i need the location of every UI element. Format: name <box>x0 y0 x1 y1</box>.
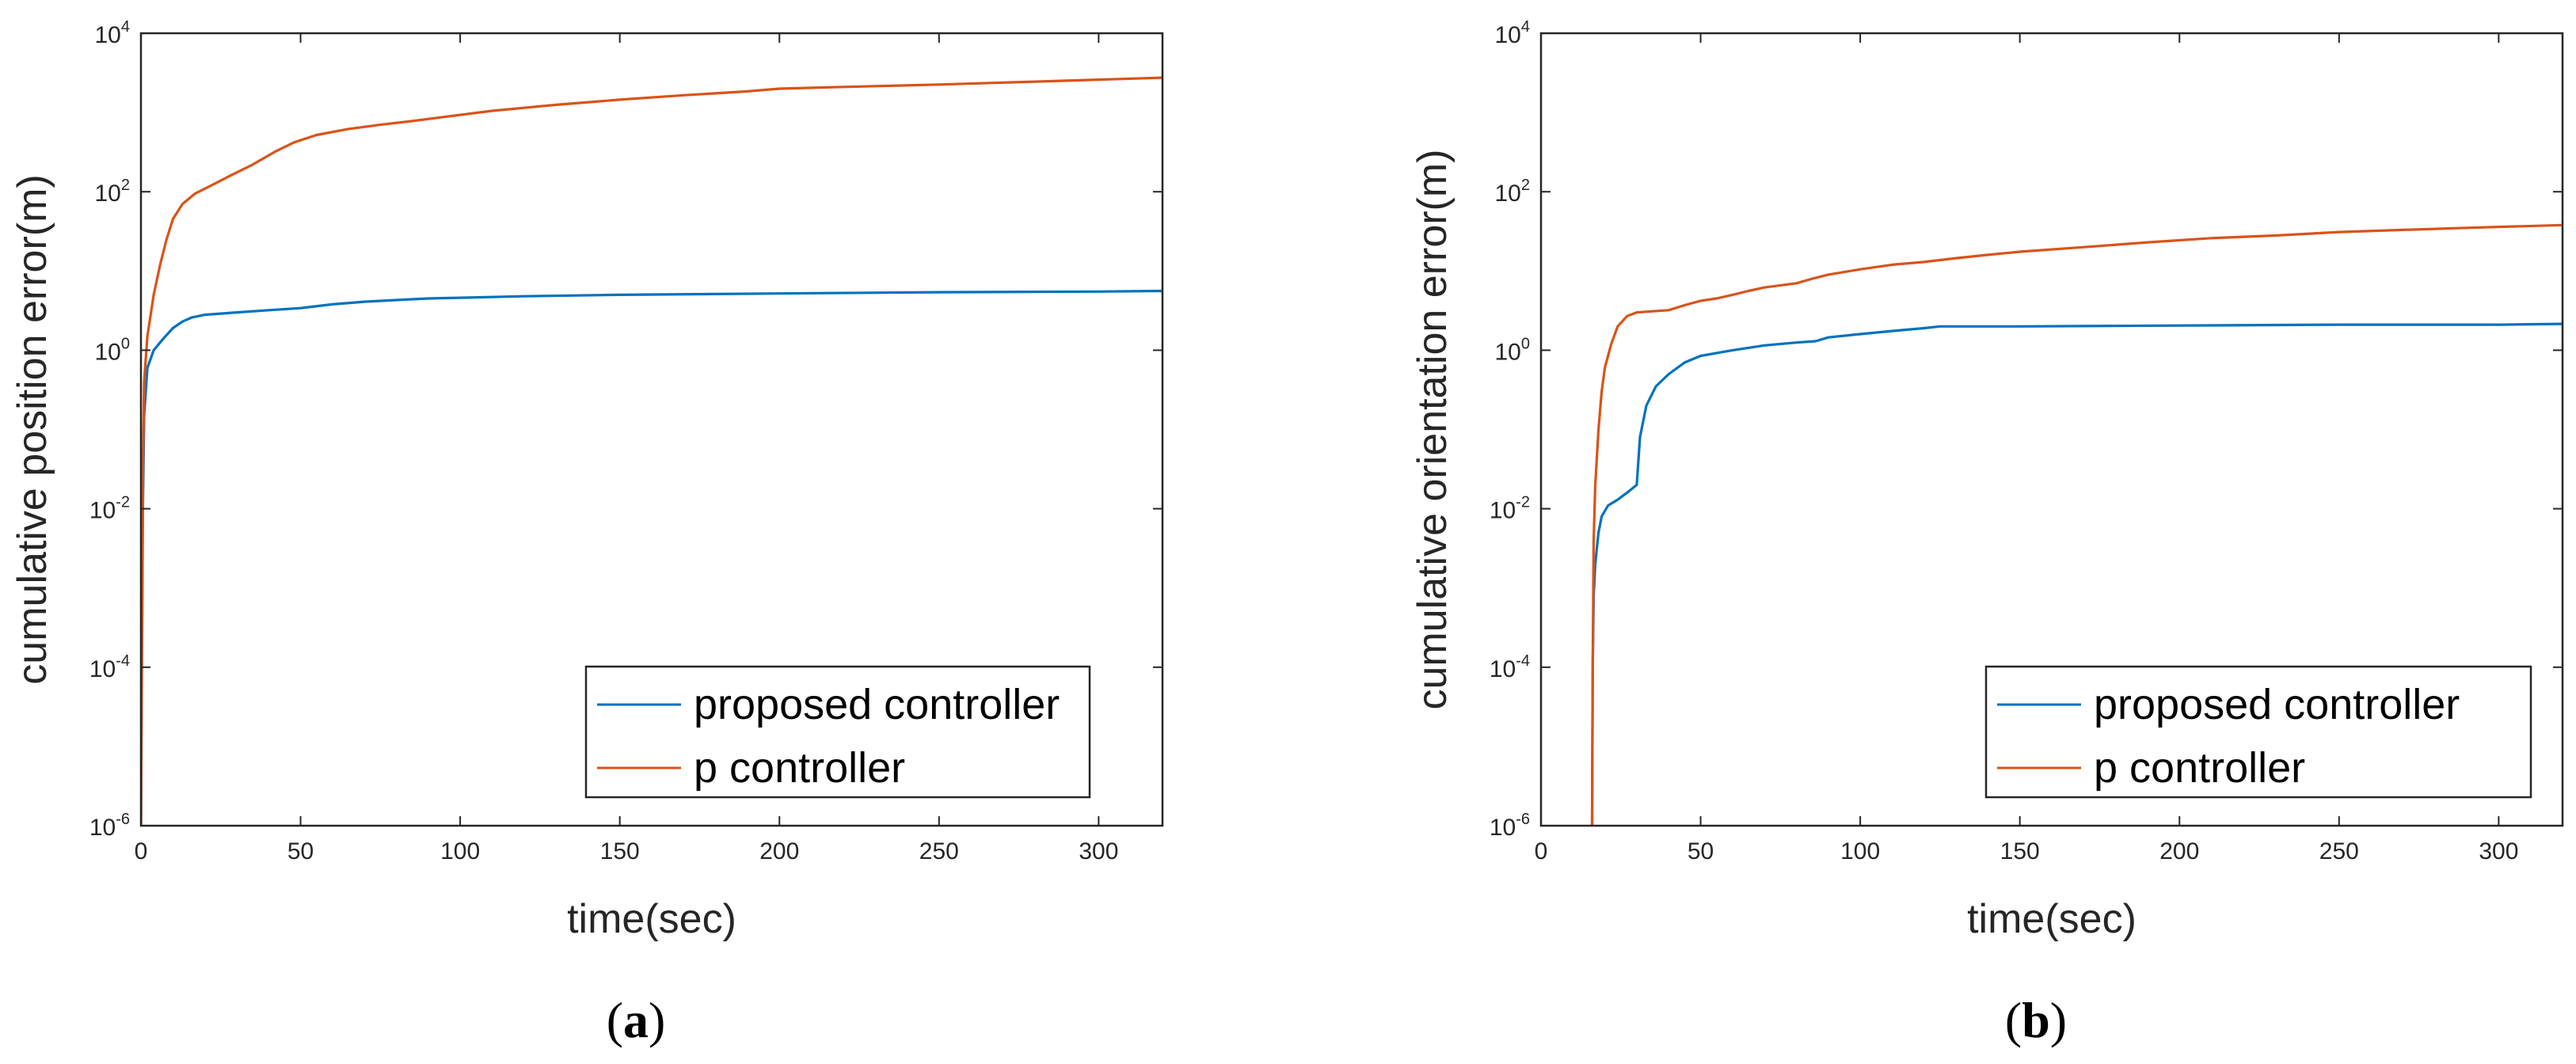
x-tick-label: 100 <box>440 838 480 864</box>
x-tick-label: 150 <box>2000 838 2040 864</box>
panel-paren-open: ( <box>607 992 623 1048</box>
series-layer <box>141 76 1162 826</box>
ticks-layer: 0 50 100 150 200 250 300 10-6 10-4 10-2 100 102 104 <box>89 18 1162 864</box>
panel-paren-close: ) <box>649 992 665 1048</box>
legend-entry-p-controller: p controller <box>694 744 905 792</box>
y-tick-label: 102 <box>95 177 131 207</box>
x-tick-label: 250 <box>2319 838 2359 864</box>
plot-frame <box>139 32 1164 827</box>
y-tick-label: 10-2 <box>89 494 130 524</box>
legend-entry-proposed-controller: proposed controller <box>2094 681 2460 728</box>
legend: proposed controller p controller <box>1984 665 2532 799</box>
y-tick-label: 10-4 <box>89 652 130 682</box>
x-tick-label: 200 <box>759 838 799 864</box>
y-tick-label: 10-6 <box>1490 811 1530 841</box>
y-tick-label: 10-2 <box>1490 494 1530 524</box>
y-tick-label: 104 <box>1495 18 1531 48</box>
panel-letter: b <box>2022 992 2050 1048</box>
y-tick-label: 104 <box>95 18 131 48</box>
chart-panel-a: 0 50 100 150 200 250 30010-610-410-2100102104 … <box>10 18 1164 1048</box>
x-tick-label: 50 <box>1688 838 1714 864</box>
chart-panel-b: 0 50 100 150 200 250 30010-610-410-2100102104 … <box>1410 18 2564 1048</box>
x-axis-label: time(sec) <box>567 896 736 942</box>
x-tick-label: 50 <box>287 838 314 864</box>
x-tick-label: 200 <box>2159 838 2199 864</box>
x-tick-label: 100 <box>1840 838 1880 864</box>
y-axis-label: cumulative orientation error(m) <box>1410 149 1455 709</box>
legend-box <box>584 665 1091 799</box>
x-tick-label: 0 <box>1535 838 1548 864</box>
x-tick-label: 150 <box>600 838 640 864</box>
x-axis-label: time(sec) <box>1967 896 2137 942</box>
panel-label-b: (b) <box>2005 992 2067 1048</box>
y-tick-label: 10-4 <box>1490 652 1530 682</box>
panel-paren-close: ) <box>2050 992 2067 1048</box>
series-line-p-controller <box>1590 223 2563 826</box>
y-axis-label: cumulative position error(m) <box>10 174 55 684</box>
legend-entry-p-controller: p controller <box>2094 744 2305 792</box>
x-tick-label: 250 <box>919 838 959 864</box>
y-tick-label: 102 <box>1495 177 1531 207</box>
series-line-proposed-controller <box>141 289 1162 826</box>
legend-entry-proposed-controller: proposed controller <box>694 681 1060 728</box>
x-tick-label: 0 <box>135 838 148 864</box>
x-tick-label: 300 <box>1079 838 1118 864</box>
legend-box <box>1984 665 2532 799</box>
panel-paren-open: ( <box>2005 992 2022 1048</box>
y-tick-label: 10-6 <box>89 811 130 841</box>
y-tick-label: 100 <box>1495 335 1531 365</box>
ticks-layer: 0 50 100 150 200 250 300 10-6 10-4 10-2 100 102 104 <box>1490 18 2563 864</box>
series-line-proposed-controller <box>1590 322 2563 826</box>
plot-frame <box>1539 32 2564 827</box>
series-layer <box>1590 223 2563 826</box>
series-line-p-controller <box>141 76 1162 826</box>
legend: proposed controller p controller <box>584 665 1091 799</box>
panel-letter: a <box>623 992 649 1048</box>
y-tick-label: 100 <box>95 335 131 365</box>
x-tick-label: 300 <box>2479 838 2518 864</box>
panel-label-a: (a) <box>607 992 666 1048</box>
